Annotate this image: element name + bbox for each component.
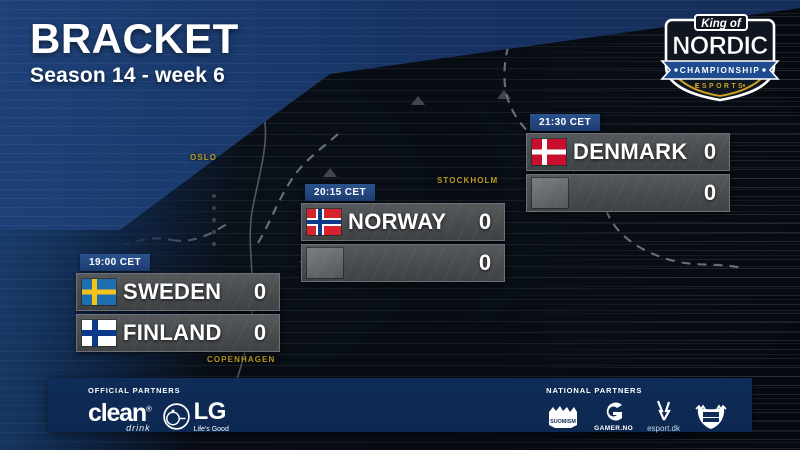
placeholder-flag-icon — [307, 248, 343, 278]
clean-wordmark: clean — [88, 398, 147, 427]
lg-logo: LG Life's Good — [162, 398, 229, 433]
match-time-badge: 21:30 CET — [530, 114, 600, 131]
page-title: BRACKET — [30, 15, 239, 62]
norway-flag-icon — [307, 209, 341, 235]
match-time-badge: 19:00 CET — [80, 254, 150, 271]
national-partner-esport-sverige — [694, 403, 728, 431]
gamer-no-icon — [606, 402, 622, 421]
page-subtitle: Season 14 - week 6 — [30, 64, 226, 87]
official-partners-logos: clean® drink LG Life's Good — [88, 398, 229, 434]
team-score: 0 — [478, 209, 492, 234]
national-partner-esport-dk: esport.dk — [647, 400, 680, 433]
registered-mark-icon: ® — [145, 404, 152, 414]
clean-drink-logo: clean® drink — [88, 398, 152, 433]
logo-line2: NORDIC — [672, 32, 768, 60]
map-label-copenhagen: COPENHAGEN — [207, 355, 276, 364]
match-card-1[interactable]: 19:00 CET SWEDEN 0 — [76, 252, 280, 352]
team-name: FINLAND — [123, 320, 222, 345]
sponsor-footer: OFFICIAL PARTNERS clean® drink LG L — [48, 378, 752, 433]
national-partners-logos: SUOMISM GAMER.NO esport.dk — [546, 400, 728, 433]
team-score: 0 — [703, 139, 717, 164]
placeholder-flag-icon — [532, 178, 568, 208]
team-score: 0 — [253, 279, 267, 304]
tournament-logo: King of NORDIC CHAMPIONSHIP ESPORTS — [654, 6, 786, 102]
official-partners-label: OFFICIAL PARTNERS — [88, 386, 181, 395]
table-row[interactable]: 0 — [526, 174, 730, 212]
match-rows: NORWAY 0 0 — [301, 203, 505, 282]
match-card-3[interactable]: 21:30 CET DENMARK 0 0 — [526, 112, 730, 212]
match-time-badge: 20:15 CET — [305, 184, 375, 201]
national-partner-suomi: SUOMISM — [546, 405, 580, 429]
logo-banner: CHAMPIONSHIP — [680, 66, 761, 75]
table-row[interactable]: SWEDEN 0 — [76, 273, 280, 311]
map-label-stockholm: STOCKHOLM — [437, 176, 499, 185]
header: BRACKET Season 14 - week 6 — [30, 18, 239, 88]
team-score: 0 — [478, 250, 492, 275]
crown-shield-icon: SUOMISM — [549, 405, 578, 428]
match-card-2[interactable]: 20:15 CET NORWAY 0 0 — [301, 182, 505, 282]
suomi-wordmark: SUOMISM — [550, 419, 576, 425]
table-row[interactable]: 0 — [301, 244, 505, 282]
esport-dk-icon — [656, 400, 671, 421]
lg-circle-icon — [162, 403, 190, 430]
team-name: NORWAY — [348, 209, 447, 234]
logo-line1: King of — [701, 18, 742, 30]
gamer-no-wordmark: GAMER.NO — [594, 425, 634, 432]
finland-flag-icon — [82, 320, 116, 346]
national-partners-label: NATIONAL PARTNERS — [546, 386, 643, 395]
table-row[interactable]: NORWAY 0 — [301, 203, 505, 241]
team-score: 0 — [253, 320, 267, 345]
team-name: DENMARK — [573, 139, 688, 164]
table-row[interactable]: FINLAND 0 — [76, 314, 280, 352]
map-label-oslo: OSLO — [190, 153, 218, 162]
shield-crest-icon — [695, 404, 727, 429]
official-partners-group: OFFICIAL PARTNERS clean® drink LG L — [88, 386, 229, 433]
lg-tagline: Life's Good — [193, 426, 229, 433]
logo-tagline: ESPORTS — [695, 83, 745, 90]
team-score: 0 — [703, 180, 717, 205]
national-partner-gamer-no: GAMER.NO — [594, 401, 633, 432]
sweden-flag-icon — [82, 279, 116, 305]
national-partners-group: NATIONAL PARTNERS SUOMISM GAMER.NO — [546, 386, 728, 433]
match-rows: DENMARK 0 0 — [526, 133, 730, 212]
match-rows: SWEDEN 0 FINLAND 0 — [76, 273, 280, 352]
denmark-flag-icon — [532, 139, 566, 165]
king-of-nordic-logo-icon: King of NORDIC CHAMPIONSHIP ESPORTS — [660, 14, 780, 102]
lg-wordmark: LG — [193, 398, 227, 425]
table-row[interactable]: DENMARK 0 — [526, 133, 730, 171]
clean-sub-wordmark: drink — [126, 422, 151, 433]
esport-dk-wordmark: esport.dk — [647, 424, 680, 433]
team-name: SWEDEN — [123, 279, 222, 304]
